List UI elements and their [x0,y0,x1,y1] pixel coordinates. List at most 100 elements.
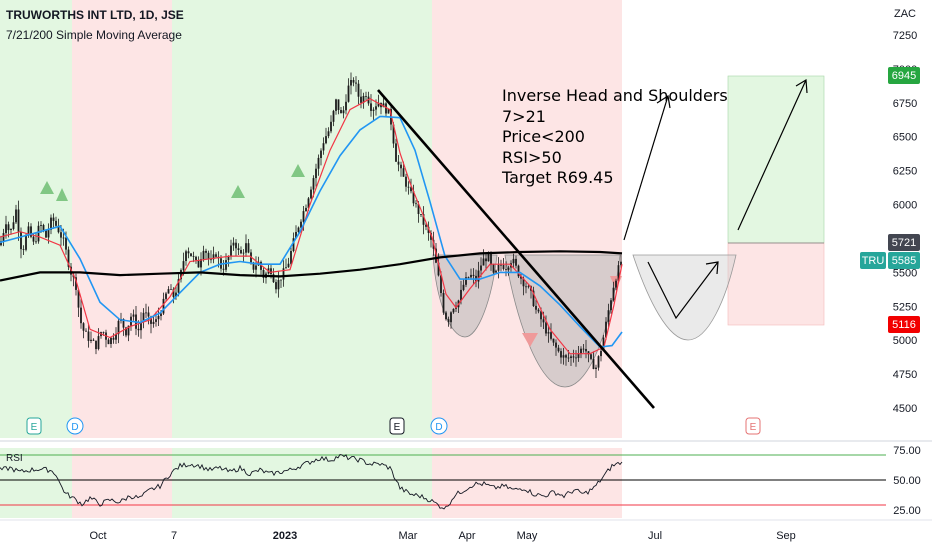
candle-body [210,259,212,261]
symbol-title[interactable]: TRUWORTHS INT LTD, 1D, JSE [6,8,184,22]
pattern-annotation[interactable]: Inverse Head and Shoulders 7>21 Price<20… [502,86,728,189]
candle-body [422,214,425,225]
candle-body [355,82,357,84]
ticker-label: TRU [862,255,885,267]
candle-body [270,268,272,275]
candle-body [122,319,125,328]
rsi-tick-50: 50.00 [893,475,921,487]
candle-body [512,258,515,264]
sma-200-line [0,250,623,282]
candle-body [190,253,192,257]
candle-body [200,259,202,268]
candle-body [460,289,462,301]
last-price-tag [888,252,920,269]
stop-price-value: 5116 [892,319,916,331]
rsi-tick-25: 25.00 [893,505,921,517]
breakout-arrow-line [623,95,669,241]
dividend-marker[interactable] [430,417,448,435]
annotation-line: 7>21 [502,106,546,126]
candle-body [215,254,217,257]
candle-body [582,348,585,350]
candle-body [20,231,22,250]
candle-body [395,143,397,162]
rsi-label: RSI [6,453,23,464]
candle-body [67,249,70,267]
candle-body [65,237,67,250]
candle-body [397,161,400,165]
candle-body [175,292,177,297]
rsi-green-zone [172,448,432,518]
candle-body [305,207,307,212]
dividend-marker[interactable] [66,417,84,435]
candle-body [470,274,472,278]
candle-body [567,357,570,359]
candle-body [197,260,200,268]
candle-body [162,298,165,314]
candle-body [92,339,95,341]
earnings-marker[interactable] [745,417,761,435]
candle-body [202,250,205,260]
candle-body [587,351,590,355]
projection-arrow-head [705,261,719,275]
candle-body [300,221,302,228]
candle-body [207,252,210,260]
candle-body [295,232,297,239]
candle-body [12,222,15,229]
candle-body [165,293,167,299]
candle-body [17,209,20,232]
projection-arrow [647,261,719,320]
candle-body [102,332,105,333]
candle-body [97,336,100,349]
candle-body [22,249,25,250]
candle-body [605,321,607,338]
candle-body [487,254,490,262]
candle-body [522,278,525,287]
rsi-axis: 75.00 50.00 25.00 [893,445,921,517]
target-price-tag [888,67,920,84]
price-tick: 6250 [893,166,917,178]
candle-body [62,237,65,239]
candle-body [480,265,482,271]
candle-body [275,282,277,290]
price-axis[interactable]: 7250700067506500625060005750550052505000… [893,30,917,415]
time-tick: 2023 [273,530,297,542]
candle-body [447,319,450,323]
candle-body [40,225,42,226]
candle-body [227,256,230,260]
time-axis[interactable]: Oct 7 2023 Mar Apr May Jul Sep [0,519,932,542]
event-markers[interactable]: E D E D E [26,417,761,435]
candle-body [400,164,402,169]
candle-body [277,280,280,290]
long-position-tool[interactable] [727,75,825,326]
candle-body [407,186,410,188]
candle-body [37,225,40,242]
candle-body [327,131,330,137]
candle-body [490,254,492,265]
candle-body [290,251,292,264]
earnings-marker[interactable] [389,417,405,435]
candle-body [445,312,447,320]
profit-zone [727,75,825,244]
candle-body [145,312,147,314]
candle-body [280,279,282,281]
candle-body [237,248,240,250]
price-tick: 6750 [893,98,917,110]
candle-body [35,241,37,243]
candle-body [287,263,290,268]
indicator-title[interactable]: 7/21/200 Simple Moving Average [6,28,182,42]
sma-21-line [0,115,623,348]
candle-body [370,103,372,111]
candle-body [107,339,110,345]
candle-body [325,136,327,144]
candle-body [347,85,350,102]
time-tick: Jul [648,530,662,542]
candle-body [500,264,502,266]
earnings-marker[interactable] [26,417,42,435]
annotation-line: Price<200 [502,127,585,146]
candle-body [402,168,405,177]
candle-body [350,80,352,86]
candle-body [127,325,130,336]
candle-body [232,242,235,246]
time-tick: May [517,530,538,542]
candle-body [0,241,2,246]
